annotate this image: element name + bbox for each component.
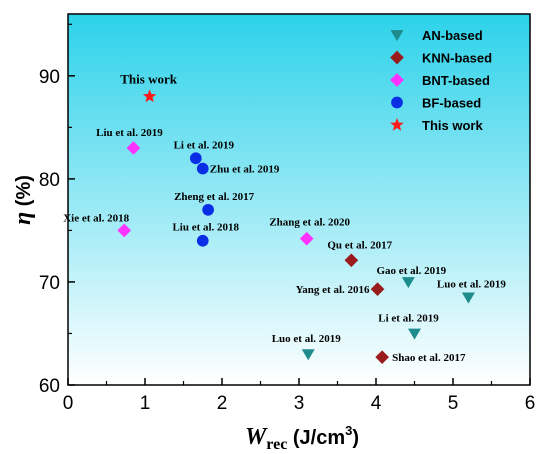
an-based-point [301,349,315,361]
point-annotation: Li et al. 2019 [378,312,439,324]
legend-marker-bf-based [391,96,403,109]
plot-background [68,14,530,385]
x-tick-label: 5 [448,393,459,414]
bf-based-point [196,234,209,247]
x-axis-title-main: W [245,424,268,450]
x-tick-label: 2 [217,393,228,414]
point-annotation: Gao et al. 2019 [377,265,447,277]
an-based-point [461,292,475,304]
bnt-based-point [117,223,132,238]
y-tick-label: 90 [39,67,60,88]
point-annotation: Zhang et al. 2020 [269,217,350,229]
bnt-based-point [299,231,314,246]
legend-label-an-based: AN-based [422,28,483,43]
x-axis-title-unit-end: ) [352,427,359,449]
y-tick-label: 60 [39,376,60,397]
an-based-point [401,277,415,289]
point-annotation: Qu et al. 2017 [327,239,392,251]
knn-based-point [344,253,359,268]
x-tick-label: 1 [140,393,151,414]
data-points [117,89,475,364]
legend-marker-knn-based [390,50,404,65]
y-axis-title-unit: (%) [13,175,35,212]
knn-based-point [370,282,385,296]
x-tick-label: 6 [525,393,536,414]
plot-frame [67,13,531,386]
point-annotation: Shao et al. 2017 [392,352,466,364]
knn-based-point [375,350,389,364]
x-axis-title: Wrec (J/cm3) [245,423,359,453]
y-axis-title-symbol: η [10,212,36,225]
legend-marker-bnt-based [390,73,404,87]
point-annotation: This work [120,71,177,86]
point-annotation: Luo et al. 2019 [272,333,342,345]
x-tick-label: 3 [294,393,305,414]
y-tick-label: 80 [39,170,60,191]
bf-based-point [189,152,202,165]
point-annotation: Liu et al. 2018 [172,222,239,234]
point-annotation: Li et al. 2019 [174,139,235,151]
bf-based-point [196,162,209,175]
legend-label-knn-based: KNN-based [422,51,492,66]
legend: AN-based KNN-based BNT-based BF-based This w… [390,28,492,133]
legend-marker-an-based [390,30,404,42]
x-axis-title-unit: (J/cm [287,427,345,449]
x-axis-title-sub: rec [266,436,287,453]
x-axis-title-unit-sup: 3 [345,423,352,438]
bnt-based-point [126,141,141,155]
an-based-point [408,328,421,340]
legend-label-this-work: This work [422,118,483,133]
point-annotation: Yang et al. 2016 [296,284,370,296]
point-annotation: Xie et al. 2018 [63,212,129,224]
point-annotation: Zheng et al. 2017 [174,191,255,203]
y-tick-label: 70 [39,273,60,294]
tick-labels: 0 1 2 3 4 5 6 60 70 80 90 [39,67,535,414]
legend-label-bnt-based: BNT-based [422,73,490,88]
x-tick-label: 0 [63,393,74,414]
point-annotation: Zhu et al. 2019 [210,164,280,176]
point-annotation: Luo et al. 2019 [437,278,507,290]
y-axis-title: η (%) [10,175,36,225]
legend-label-bf-based: BF-based [422,96,481,111]
bf-based-point [202,203,214,216]
legend-marker-this-work [390,117,404,131]
point-annotation: Liu et al. 2019 [96,127,163,139]
this-work-point [142,89,157,103]
x-tick-label: 4 [371,393,382,414]
